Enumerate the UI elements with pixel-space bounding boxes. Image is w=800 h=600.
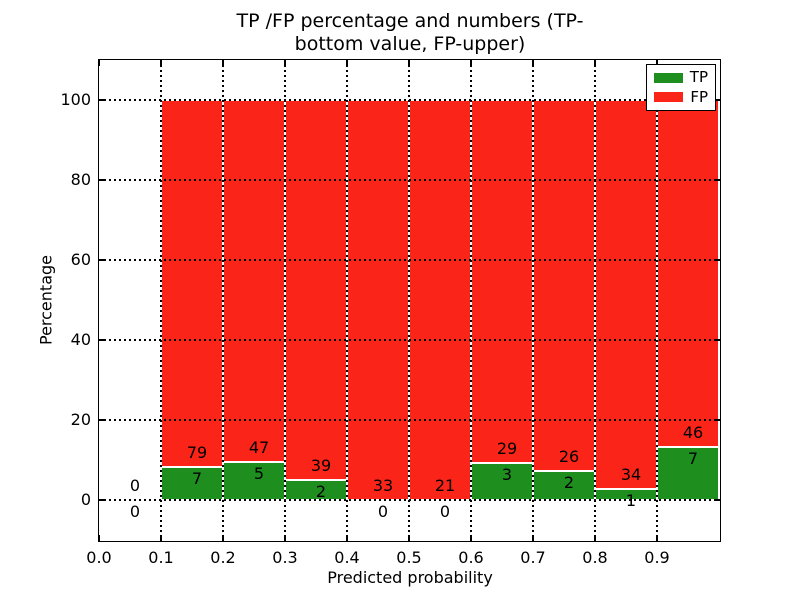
fp-count-label: 39 [310,456,332,476]
x-tick-mark [284,535,286,541]
y-tick-label: 20 [70,410,91,429]
tp-count-label: 2 [315,482,327,502]
x-tick-label: 0.0 [86,548,112,567]
y-tick-mark [99,419,105,421]
x-tick-mark [222,60,224,66]
gridline-v [656,60,658,540]
fp-count-label: 47 [248,437,270,457]
y-tick-mark [99,259,105,261]
x-tick-mark [346,60,348,66]
tp-count-label: 1 [625,490,637,510]
gridline-v [594,60,596,540]
fp-count-label: 79 [186,443,208,463]
y-tick-mark [99,99,105,101]
y-tick-mark [714,99,720,101]
y-tick-mark [714,499,720,501]
y-tick-mark [714,339,720,341]
fp-count-label: 21 [434,476,456,495]
fp-legend-label: FP [690,87,708,106]
x-tick-label: 0.2 [210,548,236,567]
x-tick-mark [222,535,224,541]
y-tick-label: 80 [70,170,91,189]
tp-count-label: 0 [377,502,389,521]
legend-item-fp: FP [654,87,708,106]
x-tick-label: 0.7 [520,548,546,567]
fp-bar-segment [223,100,285,462]
y-tick-label: 60 [70,250,91,269]
x-tick-mark [408,535,410,541]
x-tick-mark [594,535,596,541]
x-tick-mark [408,60,410,66]
gridline-v [532,60,534,540]
fp-count-label: 0 [129,476,141,495]
x-tick-label: 0.1 [148,548,174,567]
x-tick-mark [346,535,348,541]
tp-count-label: 2 [563,473,575,493]
tp-count-label: 7 [191,469,203,489]
x-tick-mark [98,60,100,66]
gridline-v [408,60,410,540]
gridline-v [470,60,472,540]
fp-bar-segment [409,100,471,500]
x-tick-mark [532,535,534,541]
fp-count-label: 29 [496,438,518,458]
x-tick-label: 0.5 [396,548,422,567]
gridline-v [160,60,162,540]
x-tick-mark [656,535,658,541]
x-tick-label: 0.3 [272,548,298,567]
x-tick-mark [470,535,472,541]
fp-bar-segment [471,100,533,463]
gridline-v [346,60,348,540]
x-tick-label: 0.9 [644,548,670,567]
x-tick-mark [656,60,658,66]
legend-item-tp: TP [654,70,708,85]
tp-count-label: 0 [439,502,451,521]
fp-count-label: 26 [558,447,580,467]
fp-bar-segment [285,100,347,481]
fp-count-label: 34 [620,464,642,484]
y-tick-mark [714,179,720,181]
x-tick-mark [160,535,162,541]
x-tick-label: 0.8 [582,548,608,567]
tp-legend-label: TP [689,68,708,87]
x-tick-mark [532,60,534,66]
gridline-v [284,60,286,540]
fp-legend-swatch [654,92,684,103]
y-tick-mark [99,179,105,181]
y-tick-label: 0 [80,490,91,509]
y-tick-mark [714,419,720,421]
tp-count-label: 0 [129,502,141,521]
x-tick-mark [594,60,596,66]
y-tick-mark [99,339,105,341]
gridline-v [222,60,224,540]
tp-count-label: 7 [687,449,699,469]
x-tick-mark [284,60,286,66]
x-tick-mark [98,535,100,541]
x-tick-mark [160,60,162,66]
tp-count-label: 3 [501,464,513,484]
tp-count-label: 5 [253,463,265,483]
x-tick-mark [470,60,472,66]
y-tick-mark [99,499,105,501]
y-tick-label: 100 [60,90,91,109]
fp-count-label: 33 [372,476,394,495]
fp-bar-segment [347,100,409,500]
tp-bar-segment [657,447,719,500]
x-tick-label: 0.6 [458,548,484,567]
fp-bar-segment [657,100,719,448]
legend: TP FP [646,64,716,111]
y-tick-mark [714,259,720,261]
plot-area: TP FP 0 0 79 7 47 5 39 2 33 0 21 0 29 3 26 2 34 1 46 7 0 20 40… [60,59,721,567]
fp-count-label: 46 [682,423,704,443]
fp-bar-segment [533,100,595,472]
x-tick-label: 0.4 [334,548,360,567]
fp-bar-segment [161,100,223,468]
fp-bar-segment [595,100,657,489]
y-tick-label: 40 [70,330,91,349]
x-axis-label: Predicted probability [327,568,493,587]
tp-legend-swatch [654,72,683,83]
